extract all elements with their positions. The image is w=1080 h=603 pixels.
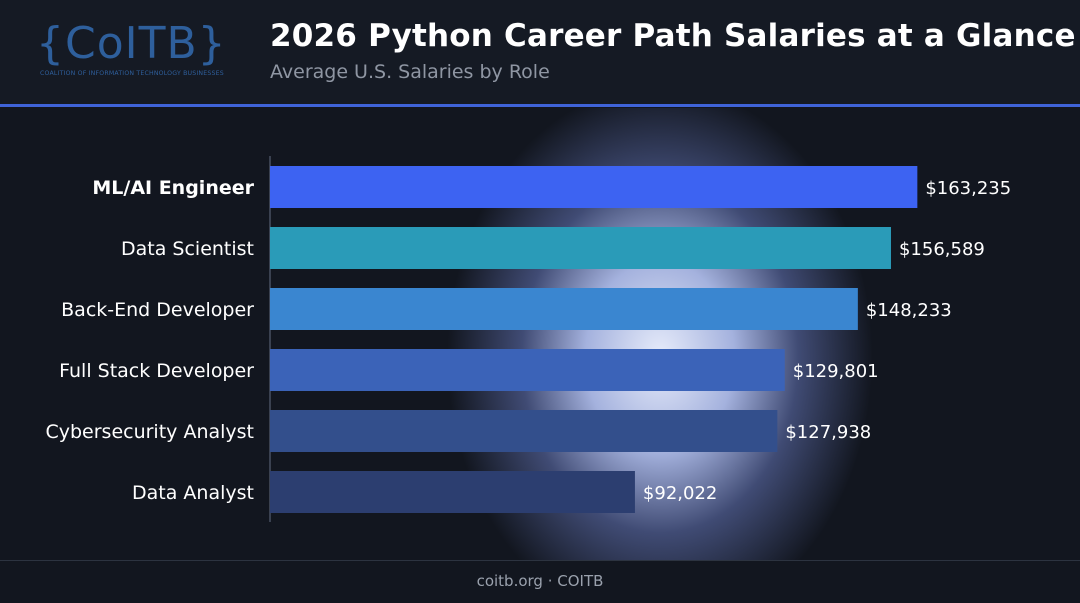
value-label-cybersecurity-analyst: $127,938	[785, 422, 871, 443]
footer-text: coitb.org · COITB	[476, 572, 604, 590]
category-label-back-end-developer: Back-End Developer	[61, 299, 254, 321]
bar-cybersecurity-analyst	[270, 410, 778, 452]
footer-divider	[0, 560, 1080, 561]
category-label-cybersecurity-analyst: Cybersecurity Analyst	[45, 421, 254, 443]
bar-data-scientist	[270, 227, 891, 269]
logo-text: {CoITB}	[36, 18, 227, 69]
value-label-ml-ai-engineer: $163,235	[925, 178, 1011, 199]
value-label-full-stack-developer: $129,801	[793, 361, 879, 382]
bar-data-analyst	[270, 471, 635, 513]
bar-full-stack-developer	[270, 349, 785, 391]
category-label-ml-ai-engineer: ML/AI Engineer	[92, 177, 254, 199]
bar-ml-ai-engineer	[270, 166, 918, 208]
bars-group: ML/AI Engineer $163,235 Data Scientist $156…	[45, 166, 1011, 513]
bar-back-end-developer	[270, 288, 858, 330]
coitb-logo: {CoITB} COALITION OF INFORMATION TECHNOL…	[36, 20, 236, 84]
header-divider	[0, 104, 1080, 107]
value-label-back-end-developer: $148,233	[866, 300, 952, 321]
category-label-full-stack-developer: Full Stack Developer	[59, 360, 254, 382]
salary-bar-chart: ML/AI Engineer $163,235 Data Scientist $156…	[45, 156, 1011, 522]
header: {CoITB} COALITION OF INFORMATION TECHNOL…	[0, 0, 1080, 104]
category-label-data-scientist: Data Scientist	[121, 238, 254, 260]
value-label-data-scientist: $156,589	[899, 239, 985, 260]
value-label-data-analyst: $92,022	[643, 483, 717, 504]
logo-subtext: COALITION OF INFORMATION TECHNOLOGY BUSI…	[40, 70, 224, 77]
page-subtitle: Average U.S. Salaries by Role	[270, 61, 550, 83]
category-label-data-analyst: Data Analyst	[132, 482, 254, 504]
page-title: 2026 Python Career Path Salaries at a Gl…	[270, 18, 1076, 54]
